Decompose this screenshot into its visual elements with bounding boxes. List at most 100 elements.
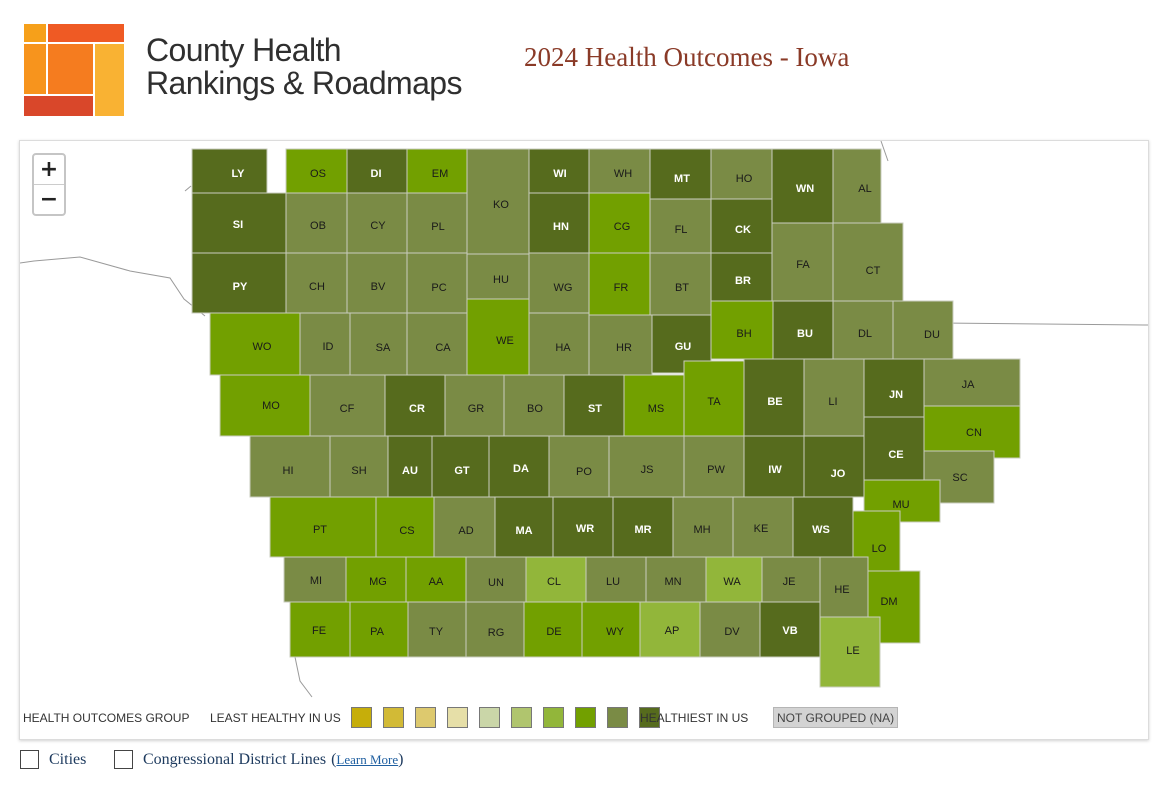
county-hn[interactable] bbox=[528, 192, 590, 254]
county-bu[interactable] bbox=[772, 300, 834, 360]
county-cs[interactable] bbox=[375, 496, 435, 558]
county-au[interactable] bbox=[387, 435, 433, 498]
county-fa[interactable] bbox=[771, 222, 834, 302]
county-ha[interactable] bbox=[528, 312, 590, 376]
county-cn[interactable] bbox=[923, 405, 1021, 459]
county-cg[interactable] bbox=[588, 192, 651, 254]
zoom-out-button[interactable]: − bbox=[34, 184, 64, 214]
county-ke[interactable] bbox=[732, 496, 794, 558]
county-wh[interactable] bbox=[588, 148, 651, 194]
county-wo[interactable] bbox=[209, 312, 301, 376]
learn-more-open-paren: ( bbox=[331, 750, 337, 768]
cities-option[interactable]: Cities bbox=[20, 750, 86, 769]
county-ma[interactable] bbox=[494, 496, 554, 558]
county-dm[interactable] bbox=[867, 570, 921, 644]
county-mo[interactable] bbox=[219, 374, 311, 437]
county-label-mu: MU bbox=[892, 499, 909, 511]
county-fe[interactable] bbox=[289, 601, 351, 658]
county-gt[interactable] bbox=[431, 435, 490, 498]
county-wg[interactable] bbox=[528, 252, 590, 314]
county-hi[interactable] bbox=[249, 435, 331, 498]
county-bh[interactable] bbox=[710, 300, 774, 360]
county-ce[interactable] bbox=[863, 416, 925, 481]
county-mt[interactable] bbox=[649, 148, 712, 200]
county-mg[interactable] bbox=[345, 556, 407, 603]
county-vb[interactable] bbox=[759, 601, 821, 658]
county-fr[interactable] bbox=[588, 252, 651, 316]
cities-checkbox[interactable] bbox=[20, 750, 39, 769]
county-ob[interactable] bbox=[285, 192, 348, 254]
county-cr[interactable] bbox=[384, 374, 446, 437]
county-gr[interactable] bbox=[444, 374, 505, 437]
county-pw[interactable] bbox=[683, 435, 745, 498]
neighbor-state-borders bbox=[20, 141, 1148, 698]
county-label-we: WE bbox=[496, 335, 514, 347]
county-label-ly: LY bbox=[231, 168, 245, 180]
county-sh[interactable] bbox=[329, 435, 389, 498]
county-al[interactable] bbox=[832, 148, 882, 224]
county-label-au: AU bbox=[402, 465, 418, 477]
county-wi[interactable] bbox=[528, 148, 590, 194]
county-da[interactable] bbox=[488, 435, 550, 498]
county-id[interactable] bbox=[299, 312, 351, 376]
brand-line-2: Rankings & Roadmaps bbox=[146, 65, 462, 101]
learn-more-link[interactable]: Learn More bbox=[336, 751, 399, 767]
county-label-cf: CF bbox=[340, 403, 355, 415]
county-pl[interactable] bbox=[406, 192, 468, 254]
county-label-cs: CS bbox=[399, 525, 414, 537]
county-cy[interactable] bbox=[346, 192, 408, 254]
county-st[interactable] bbox=[563, 374, 625, 437]
county-ja[interactable] bbox=[923, 358, 1021, 407]
county-du[interactable] bbox=[892, 300, 954, 360]
county-ct[interactable] bbox=[832, 222, 904, 302]
legend-group-label: HEALTH OUTCOMES GROUP bbox=[23, 711, 190, 725]
zoom-in-button[interactable]: + bbox=[39, 157, 59, 182]
county-label-ha: HA bbox=[555, 342, 571, 354]
county-ta[interactable] bbox=[683, 360, 745, 437]
county-dv[interactable] bbox=[699, 601, 761, 658]
county-ly[interactable] bbox=[191, 148, 268, 194]
zoom-control: + − bbox=[32, 153, 66, 216]
county-label-fe: FE bbox=[312, 625, 326, 637]
page-title: 2024 Health Outcomes - Iowa bbox=[524, 42, 850, 72]
legend-swatch-1 bbox=[351, 707, 372, 728]
county-label-pc: PC bbox=[431, 282, 446, 294]
county-br[interactable] bbox=[710, 252, 773, 302]
county-label-pt: PT bbox=[313, 524, 327, 536]
county-label-js: JS bbox=[641, 464, 654, 476]
county-bo[interactable] bbox=[503, 374, 565, 437]
districts-checkbox[interactable] bbox=[114, 750, 133, 769]
iowa-county-map[interactable]: LY OS DI EM KO WI WH MT HO WN AL SI OB CY PL HN CG FL CK FA… bbox=[20, 141, 1148, 701]
county-label-cg: CG bbox=[614, 221, 631, 233]
county-ho[interactable] bbox=[710, 148, 773, 200]
county-dl[interactable] bbox=[832, 300, 894, 360]
county-ws[interactable] bbox=[792, 496, 854, 558]
county-pt[interactable] bbox=[269, 496, 377, 558]
legend-swatch-2 bbox=[383, 707, 404, 728]
county-js[interactable] bbox=[608, 435, 685, 498]
county-label-ke: KE bbox=[754, 523, 769, 535]
county-label-wy: WY bbox=[606, 626, 624, 638]
county-label-de: DE bbox=[546, 626, 561, 638]
county-mr[interactable] bbox=[612, 496, 674, 558]
map-legend: HEALTH OUTCOMES GROUP LEAST HEALTHY IN U… bbox=[20, 707, 1148, 729]
county-ca[interactable] bbox=[406, 312, 468, 376]
map-panel[interactable]: LY OS DI EM KO WI WH MT HO WN AL SI OB CY PL HN CG FL CK FA… bbox=[19, 140, 1149, 740]
county-wn[interactable] bbox=[771, 148, 834, 224]
county-un[interactable] bbox=[465, 556, 527, 603]
county-le[interactable] bbox=[819, 616, 881, 688]
county-aa[interactable] bbox=[405, 556, 467, 603]
county-label-cn: CN bbox=[966, 427, 982, 439]
county-we[interactable] bbox=[466, 298, 530, 376]
county-mn[interactable] bbox=[645, 556, 707, 603]
county-pc[interactable] bbox=[406, 252, 468, 314]
county-label-rg: RG bbox=[488, 627, 505, 639]
districts-option[interactable]: Congressional District Lines (Learn More… bbox=[114, 750, 403, 769]
county-py[interactable] bbox=[191, 252, 287, 314]
county-label-hn: HN bbox=[553, 221, 569, 233]
county-jo[interactable] bbox=[803, 435, 865, 498]
county-hr[interactable] bbox=[588, 314, 653, 376]
county-de[interactable] bbox=[523, 601, 583, 658]
county-label-cr: CR bbox=[409, 403, 425, 415]
county-li[interactable] bbox=[803, 358, 865, 437]
